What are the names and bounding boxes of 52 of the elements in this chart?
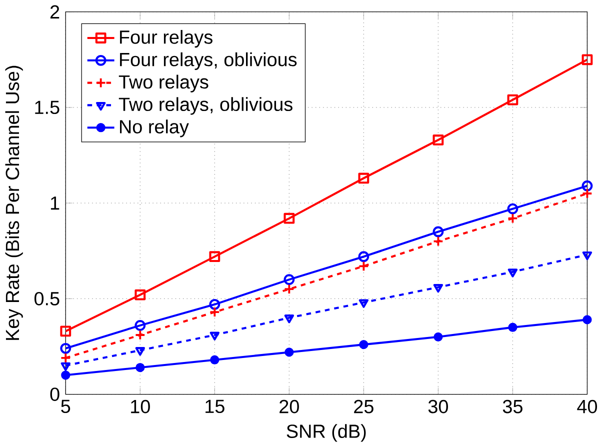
point <box>358 299 369 308</box>
y-tick-label: 0.5 <box>34 292 60 306</box>
legend-label: Two relays <box>118 74 208 92</box>
point <box>507 203 518 214</box>
point <box>209 298 220 310</box>
x-tick-label: 20 <box>280 400 299 414</box>
y-tick-label: 1 <box>50 196 60 210</box>
point <box>508 268 518 278</box>
x-tick-label: 5 <box>61 400 70 414</box>
point <box>60 362 70 372</box>
point <box>134 320 146 331</box>
point <box>582 251 592 260</box>
point <box>359 340 368 350</box>
x-tick-label: 10 <box>131 400 150 414</box>
x-tick-label: 25 <box>354 400 374 414</box>
point <box>61 370 70 380</box>
x-tick-label: 30 <box>428 400 448 414</box>
x-tick-label: 35 <box>502 400 522 414</box>
point <box>284 348 294 357</box>
point <box>134 289 146 300</box>
point <box>60 342 72 354</box>
point <box>508 322 518 332</box>
point <box>582 54 593 66</box>
point <box>284 212 295 224</box>
legend-label: Four relays <box>120 30 212 48</box>
point <box>582 180 593 192</box>
point <box>433 284 444 293</box>
x-axis-title: SNR (dB) <box>286 424 366 442</box>
x-tick-label: 40 <box>577 400 598 414</box>
point <box>358 172 370 184</box>
point <box>210 332 220 340</box>
y-axis-title: Key Rate (Bits Per Channel Use) <box>5 66 23 340</box>
legend-label: Two relays, oblivious <box>118 97 292 115</box>
point <box>432 134 444 146</box>
point <box>209 251 220 262</box>
point <box>434 332 443 342</box>
point <box>358 251 370 262</box>
point <box>136 362 145 372</box>
point <box>284 314 294 324</box>
point <box>582 315 592 324</box>
point <box>507 94 518 106</box>
point <box>60 326 72 337</box>
point <box>284 274 295 285</box>
y-tick-label: 0 <box>50 388 60 401</box>
y-tick-label: 2 <box>50 5 60 18</box>
point <box>432 226 444 238</box>
point <box>210 355 220 364</box>
x-tick-label: 15 <box>206 400 224 414</box>
legend-label: Four relays, oblivious <box>120 52 297 70</box>
point <box>135 347 145 356</box>
y-tick-label: 1.5 <box>35 100 60 114</box>
legend-label: No relay <box>120 120 189 138</box>
